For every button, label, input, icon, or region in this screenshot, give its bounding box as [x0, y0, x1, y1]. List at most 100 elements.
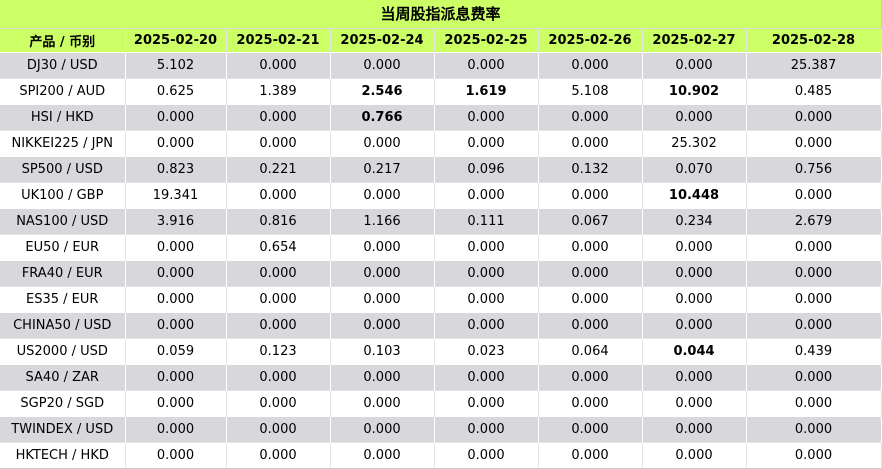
rate-cell: 0.000	[642, 364, 747, 391]
rate-cell: 0.000	[330, 390, 435, 417]
rate-cell: 0.000	[330, 364, 435, 391]
rate-cell: 0.000	[226, 130, 331, 157]
rate-cell: 0.000	[330, 260, 435, 287]
product-cell: NIKKEI225 / JPN	[0, 130, 126, 157]
rate-cell: 0.000	[746, 104, 882, 131]
table-row: US2000 / USD 0.059 0.123 0.103 0.023 0.064 0.0…	[0, 338, 882, 365]
table-row: SP500 / USD 0.823 0.221 0.217 0.096 0.132 0.07…	[0, 156, 882, 183]
table-row: HSI / HKD 0.000 0.000 0.766 0.000 0.000 0.000 0…	[0, 104, 882, 131]
rate-cell: 0.000	[226, 442, 331, 468]
table-title: 当周股指派息费率	[0, 0, 881, 29]
rate-cell: 0.000	[330, 52, 435, 79]
rate-cell: 0.000	[125, 286, 227, 313]
rate-cell: 0.000	[434, 104, 539, 131]
rate-cell: 1.389	[226, 78, 331, 105]
rate-cell: 0.000	[642, 390, 747, 417]
rate-cell: 0.000	[125, 312, 227, 339]
rate-cell: 0.000	[434, 312, 539, 339]
rate-cell: 0.000	[746, 416, 882, 443]
rate-cell: 0.000	[746, 390, 882, 417]
rate-cell: 0.000	[538, 260, 643, 287]
rate-cell: 1.166	[330, 208, 435, 235]
rate-cell: 5.102	[125, 52, 227, 79]
rate-cell: 0.044	[642, 338, 747, 365]
rate-cell: 0.000	[226, 312, 331, 339]
product-cell: UK100 / GBP	[0, 182, 126, 209]
rate-cell: 0.000	[125, 234, 227, 261]
table-row: EU50 / EUR 0.000 0.654 0.000 0.000 0.000 0.000…	[0, 234, 882, 261]
table-row: SGP20 / SGD 0.000 0.000 0.000 0.000 0.000 0.00…	[0, 390, 882, 417]
rate-cell: 0.000	[642, 260, 747, 287]
rate-cell: 0.766	[330, 104, 435, 131]
rate-cell: 0.625	[125, 78, 227, 105]
rate-cell: 3.916	[125, 208, 227, 235]
rate-cell: 0.132	[538, 156, 643, 183]
product-cell: CHINA50 / USD	[0, 312, 126, 339]
product-cell: SA40 / ZAR	[0, 364, 126, 391]
rate-cell: 0.000	[125, 416, 227, 443]
header-date: 2025-02-28	[746, 29, 882, 53]
rate-cell: 0.000	[746, 182, 882, 209]
rate-cell: 1.619	[434, 78, 539, 105]
rate-cell: 0.023	[434, 338, 539, 365]
rate-cell: 0.000	[538, 364, 643, 391]
rate-cell: 0.000	[125, 260, 227, 287]
rate-cell: 5.108	[538, 78, 643, 105]
rate-cell: 0.000	[642, 104, 747, 131]
rate-cell: 0.000	[538, 390, 643, 417]
rate-cell: 0.000	[538, 286, 643, 313]
rate-cell: 0.000	[538, 104, 643, 131]
rate-cell: 0.000	[226, 286, 331, 313]
rate-cell: 0.000	[330, 130, 435, 157]
rate-cell: 0.000	[538, 442, 643, 468]
table-row: HKTECH / HKD 0.000 0.000 0.000 0.000 0.000 0.0…	[0, 442, 882, 468]
rate-cell: 0.111	[434, 208, 539, 235]
rate-cell: 0.000	[330, 234, 435, 261]
product-cell: HKTECH / HKD	[0, 442, 126, 468]
rate-cell: 0.000	[434, 286, 539, 313]
product-cell: SPI200 / AUD	[0, 78, 126, 105]
table-row: TWINDEX / USD 0.000 0.000 0.000 0.000 0.000 0.…	[0, 416, 882, 443]
rate-cell: 0.000	[330, 416, 435, 443]
rate-cell: 10.448	[642, 182, 747, 209]
header-product: 产品 / 币别	[0, 29, 126, 53]
rate-cell: 0.000	[226, 416, 331, 443]
rate-cell: 0.000	[434, 182, 539, 209]
table-row: DJ30 / USD 5.102 0.000 0.000 0.000 0.000 0.000…	[0, 52, 882, 79]
rate-cell: 0.654	[226, 234, 331, 261]
rate-cell: 0.000	[330, 442, 435, 468]
header-date: 2025-02-21	[226, 29, 331, 53]
table-row: ES35 / EUR 0.000 0.000 0.000 0.000 0.000 0.000…	[0, 286, 882, 313]
product-cell: NAS100 / USD	[0, 208, 126, 235]
table-row: NAS100 / USD 3.916 0.816 1.166 0.111 0.067 0.2…	[0, 208, 882, 235]
table-body: DJ30 / USD 5.102 0.000 0.000 0.000 0.000 0.000…	[0, 52, 882, 468]
header-date: 2025-02-25	[434, 29, 539, 53]
rate-cell: 0.000	[226, 260, 331, 287]
rate-cell: 0.000	[538, 182, 643, 209]
rate-cell: 0.000	[226, 364, 331, 391]
rate-cell: 0.217	[330, 156, 435, 183]
rate-cell: 0.000	[226, 390, 331, 417]
product-cell: DJ30 / USD	[0, 52, 126, 79]
dividend-table: 产品 / 币别 2025-02-20 2025-02-21 2025-02-24…	[0, 29, 882, 468]
product-cell: TWINDEX / USD	[0, 416, 126, 443]
rate-cell: 0.000	[434, 416, 539, 443]
rate-cell: 0.000	[642, 442, 747, 468]
header-row: 产品 / 币别 2025-02-20 2025-02-21 2025-02-24…	[0, 29, 882, 53]
rate-cell: 25.387	[746, 52, 882, 79]
rate-cell: 0.756	[746, 156, 882, 183]
rate-cell: 0.000	[642, 286, 747, 313]
rate-cell: 0.000	[125, 104, 227, 131]
rate-cell: 0.000	[746, 312, 882, 339]
table-row: UK100 / GBP 19.341 0.000 0.000 0.000 0.000 10.…	[0, 182, 882, 209]
rate-cell: 0.000	[330, 312, 435, 339]
rate-cell: 0.000	[642, 312, 747, 339]
rate-cell: 0.823	[125, 156, 227, 183]
rate-cell: 0.000	[746, 260, 882, 287]
rate-cell: 0.000	[226, 52, 331, 79]
rate-cell: 0.000	[226, 182, 331, 209]
table-row: SA40 / ZAR 0.000 0.000 0.000 0.000 0.000 0.000…	[0, 364, 882, 391]
rate-cell: 0.000	[642, 416, 747, 443]
table-row: FRA40 / EUR 0.000 0.000 0.000 0.000 0.000 0.00…	[0, 260, 882, 287]
